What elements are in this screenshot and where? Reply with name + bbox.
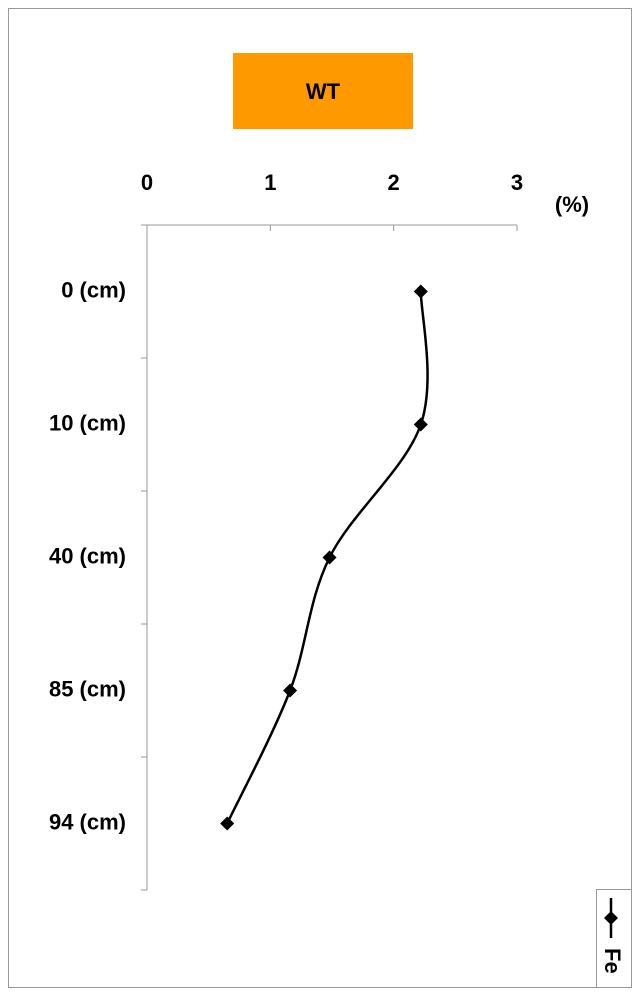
point-marker: [413, 284, 428, 299]
y-tick-label: 0 (cm): [61, 277, 126, 302]
point-marker: [322, 550, 337, 565]
title-box: [233, 53, 413, 129]
chart-border: [8, 8, 632, 988]
y-tick-label: 40 (cm): [49, 543, 126, 568]
y-tick-label: 85 (cm): [49, 676, 126, 701]
point-marker: [283, 683, 298, 698]
y-tick-label: 94 (cm): [49, 809, 126, 834]
legend-label: Fe: [600, 948, 625, 974]
legend-marker: [604, 911, 618, 925]
x-axis-label: (%): [555, 192, 589, 217]
legend-box: [596, 889, 632, 988]
point-marker: [413, 417, 428, 432]
chart-title: WT: [306, 79, 341, 104]
x-tick-label: 2: [388, 170, 400, 195]
x-tick-label: 0: [141, 170, 153, 195]
x-tick-label: 1: [264, 170, 276, 195]
x-tick-label: 3: [511, 170, 523, 195]
y-tick-label: 10 (cm): [49, 410, 126, 435]
point-marker: [220, 816, 235, 831]
